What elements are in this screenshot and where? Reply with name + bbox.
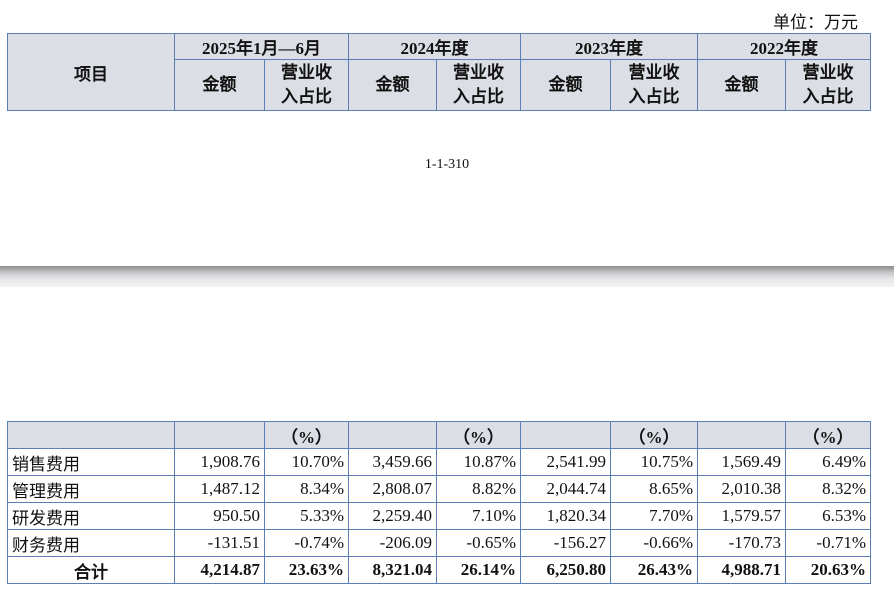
total-value: 26.43% [610,556,698,584]
cell-value: 2,541.99 [520,448,611,476]
row-label: 管理费用 [7,475,175,503]
cell-value: 2,808.07 [348,475,437,503]
cell-value: 950.50 [174,502,265,530]
header-amount: 金额 [697,59,786,111]
total-label: 合计 [7,556,175,584]
total-value: 26.14% [436,556,521,584]
cell-value: 6.49% [785,448,871,476]
cell-value: 1,487.12 [174,475,265,503]
cell-value: 2,044.74 [520,475,611,503]
cell-value: 1,908.76 [174,448,265,476]
total-value: 23.63% [264,556,349,584]
total-value: 4,988.71 [697,556,786,584]
ratio-line: 营业收 [453,63,504,82]
total-value: 8,321.04 [348,556,437,584]
header-amount: 金额 [174,59,265,111]
header-ratio: 营业收 入占比 [264,59,349,111]
header-cont [348,421,437,449]
cell-value: -0.65% [436,529,521,557]
cell-value: 10.75% [610,448,698,476]
ratio-line: 入占比 [281,87,332,106]
header-ratio: 营业收 入占比 [785,59,871,111]
cell-value: 10.70% [264,448,349,476]
cell-value: 1,820.34 [520,502,611,530]
cell-value: 1,579.57 [697,502,786,530]
cell-value: -170.73 [697,529,786,557]
table-row: 研发费用 950.50 5.33% 2,259.40 7.10% 1,820.34 7.70… [7,502,871,530]
header-period: 2024年度 [348,33,521,60]
cell-value: -131.51 [174,529,265,557]
header-cont [7,421,175,449]
cell-value: 5.33% [264,502,349,530]
header-ratio: 营业收 入占比 [436,59,521,111]
header-period: 2025年1月—6月 [174,33,349,60]
header-ratio: 营业收 入占比 [610,59,698,111]
total-row: 合计 4,214.87 23.63% 8,321.04 26.14% 6,250.80 26… [7,556,871,584]
total-value: 6,250.80 [520,556,611,584]
table-row: 管理费用 1,487.12 8.34% 2,808.07 8.82% 2,044.74 8.… [7,475,871,503]
cell-value: 8.82% [436,475,521,503]
row-label: 研发费用 [7,502,175,530]
page-separator [0,266,894,287]
cell-value: -156.27 [520,529,611,557]
ratio-line: 入占比 [628,87,680,106]
table-row: 财务费用 -131.51 -0.74% -206.09 -0.65% -156.27 -0.… [7,529,871,557]
header-item: 项目 [7,33,175,111]
header-amount: 金额 [348,59,437,111]
total-value: 4,214.87 [174,556,265,584]
ratio-line: 入占比 [453,87,504,106]
ratio-line: 营业收 [281,63,332,82]
cell-value: -0.71% [785,529,871,557]
ratio-line: 营业收 [802,63,854,82]
header-pct: （%） [264,421,349,449]
total-value: 20.63% [785,556,871,584]
header-pct: （%） [785,421,871,449]
header-cont [697,421,786,449]
header-amount: 金额 [520,59,611,111]
cell-value: 2,259.40 [348,502,437,530]
table-row: 销售费用 1,908.76 10.70% 3,459.66 10.87% 2,541.99… [7,448,871,476]
row-label: 销售费用 [7,448,175,476]
cell-value: 8.65% [610,475,698,503]
cell-value: 1,569.49 [697,448,786,476]
expense-table-header: 项目 2025年1月—6月 2024年度 2023年度 2022年度 金额 营业收… [7,33,871,111]
cell-value: 8.32% [785,475,871,503]
cell-value: 7.70% [610,502,698,530]
cell-value: 8.34% [264,475,349,503]
cell-value: -0.66% [610,529,698,557]
ratio-line: 入占比 [802,87,854,106]
header-pct: （%） [436,421,521,449]
cell-value: 2,010.38 [697,475,786,503]
header-pct: （%） [610,421,698,449]
unit-label: 单位：万元 [773,13,858,32]
header-period: 2023年度 [520,33,698,60]
cell-value: -206.09 [348,529,437,557]
cell-value: -0.74% [264,529,349,557]
cell-value: 6.53% [785,502,871,530]
cell-value: 3,459.66 [348,448,437,476]
header-period: 2022年度 [697,33,871,60]
expense-table: （%） （%） （%） （%） 销售费用 1,908.76 10.70% 3,459.66 10… [7,421,871,584]
cell-value: 7.10% [436,502,521,530]
row-label: 财务费用 [7,529,175,557]
cell-value: 10.87% [436,448,521,476]
ratio-line: 营业收 [628,63,680,82]
header-cont [174,421,265,449]
header-cont [520,421,611,449]
page-number: 1-1-310 [424,157,470,172]
